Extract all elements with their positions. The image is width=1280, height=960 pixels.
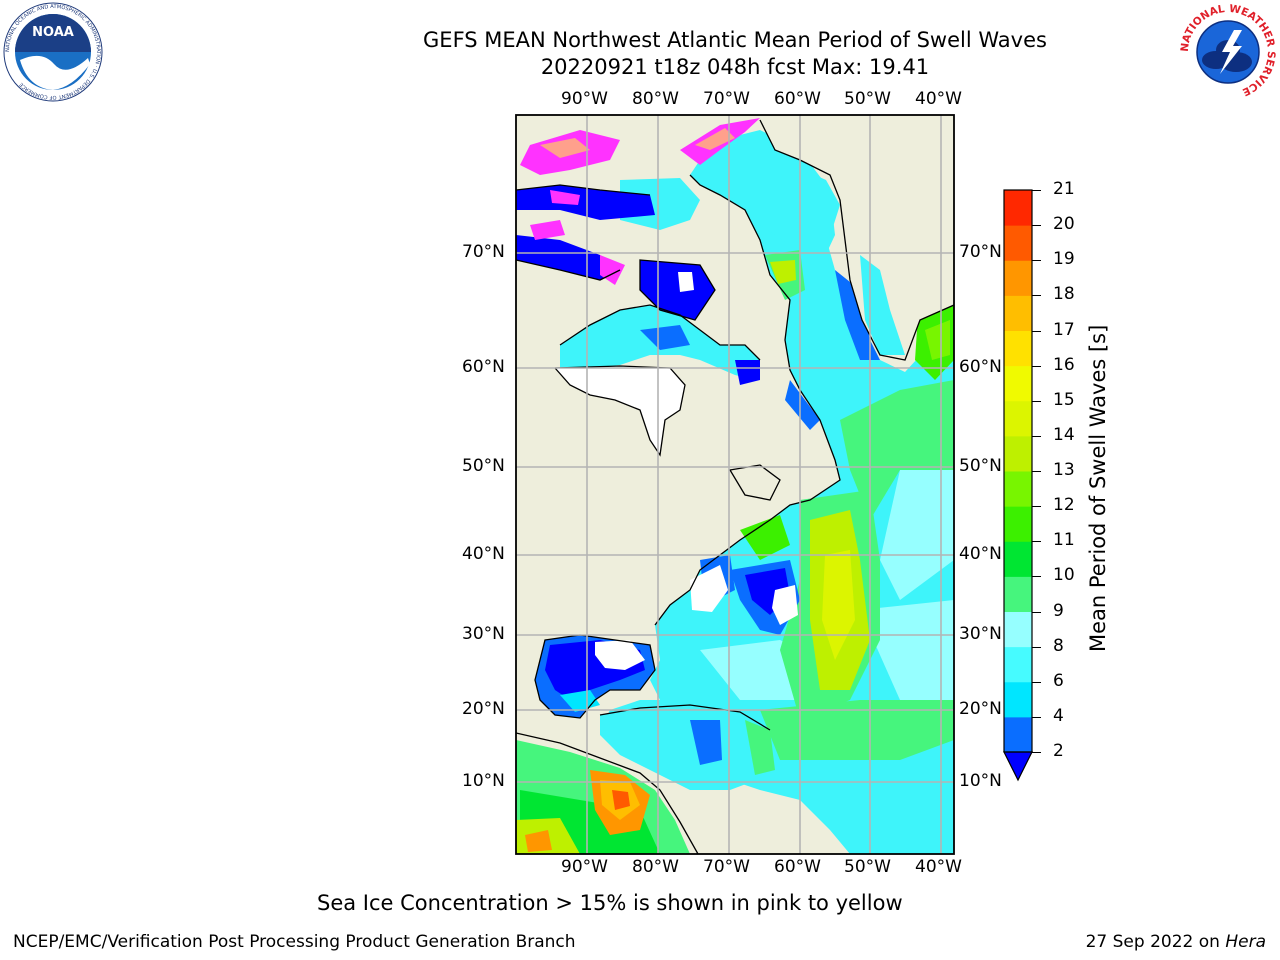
lat-label-right: 70°N [959,242,1002,262]
lat-label-right: 10°N [959,771,1002,791]
colorbar-segment [1004,716,1032,753]
colorbar-tick-mark [1032,225,1041,227]
lat-label-right: 50°N [959,456,1002,476]
noaa-logo-text: NOAA [32,25,74,40]
lon-label-top: 50°W [844,89,891,109]
footer-left: NCEP/EMC/Verification Post Processing Pr… [13,932,576,952]
chart-subtitle: 20220921 t18z 048h fcst Max: 19.41 [540,55,930,79]
lon-label-bottom: 50°W [844,857,891,877]
colorbar-segment [1004,330,1032,367]
graticule [516,115,954,854]
colorbar-tick-mark [1032,611,1041,613]
colorbar-segment [1004,541,1032,577]
lat-label-left: 60°N [462,357,505,377]
lat-label-left: 50°N [462,456,505,476]
colorbar-tick-mark [1032,365,1041,367]
lat-label-right: 20°N [959,699,1002,719]
colorbar-segment [1004,576,1032,612]
lon-label-top: 90°W [561,89,608,109]
colorbar-segment [1004,365,1032,402]
map-frame [515,114,955,855]
lat-label-right: 40°N [959,544,1002,564]
lat-label-left: 40°N [462,544,505,564]
colorbar-segment [1004,506,1032,542]
colorbar-tick-mark [1032,506,1041,508]
lat-label-left: 10°N [462,771,505,791]
colorbar-tick-mark [1032,646,1041,648]
colorbar-tick-mark [1032,260,1041,262]
footer-right: 27 Sep 2022 on Hera [1086,932,1266,952]
colorbar-under-triangle [1003,751,1033,782]
footer-machine: Hera [1225,932,1266,952]
lon-label-bottom: 90°W [561,857,608,877]
colorbar-segment [1004,190,1032,226]
colorbar-tick-mark [1032,295,1041,297]
colorbar-tick-mark [1032,576,1041,578]
lat-label-right: 30°N [959,624,1002,644]
colorbar-tick-label: 20 [1053,214,1075,235]
lon-label-bottom: 70°W [703,857,750,877]
colorbar-segment [1004,225,1032,261]
colorbar-tick-label: 4 [1053,705,1064,726]
colorbar-segment [1004,295,1032,331]
colorbar-tick-label: 13 [1053,460,1075,480]
colorbar-tick-label: 18 [1053,284,1075,305]
colorbar-title: Mean Period of Swell Waves [s] [1086,324,1110,652]
lon-label-top: 80°W [632,89,679,109]
colorbar-segment [1004,646,1032,683]
colorbar-tick-mark [1032,435,1041,437]
colorbar-tick-mark [1032,330,1041,332]
colorbar-tick-label: 2 [1053,741,1064,761]
colorbar-segment [1004,681,1032,718]
colorbar-segment [1004,400,1032,437]
colorbar [1003,189,1033,782]
colorbar-segment [1004,471,1032,507]
colorbar-tick-label: 9 [1053,600,1064,621]
colorbar-tick-label: 12 [1053,495,1075,516]
colorbar-tick-label: 6 [1053,670,1064,691]
colorbar-tick-label: 16 [1053,354,1075,375]
lon-label-bottom: 80°W [632,857,679,877]
sea-ice-caption: Sea Ice Concentration > 15% is shown in … [317,891,903,915]
ocean-caribbean [600,705,770,790]
ocean-atlantic [600,150,954,854]
colorbar-segment [1004,611,1032,648]
colorbar-tick-mark [1032,541,1041,543]
lon-label-bottom: 60°W [774,857,821,877]
colorbar-tick-mark [1032,400,1041,402]
colorbar-tick-label: 14 [1053,424,1075,445]
colorbar-segments [1004,190,1032,753]
colorbar-tick-mark [1032,752,1041,753]
colorbar-tick-label: 21 [1053,179,1075,199]
colorbar-tick-label: 8 [1053,635,1064,656]
lon-label-top: 40°W [915,89,962,109]
colorbar-tick-label: 17 [1053,319,1075,340]
colorbar-tick-label: 11 [1053,530,1075,551]
colorbar-tick-mark [1032,471,1041,472]
lat-label-left: 20°N [462,699,505,719]
colorbar-tick-mark [1032,190,1041,191]
colorbar-tick-label: 10 [1053,565,1075,586]
colorbar-segment [1004,435,1032,472]
lon-label-top: 60°W [774,89,821,109]
colorbar-tick-label: 19 [1053,249,1075,270]
colorbar-segment [1004,260,1032,296]
colorbar-tick-label: 15 [1053,389,1075,410]
colorbar-tick-mark [1032,716,1041,718]
lat-label-left: 70°N [462,242,505,262]
lon-label-top: 70°W [703,89,750,109]
colorbar-tick-mark [1032,681,1041,683]
lat-label-left: 30°N [462,624,505,644]
lat-label-right: 60°N [959,357,1002,377]
noaa-logo: NOAA NATIONAL OCEANIC AND ATMOSPHERIC AD… [3,2,103,102]
chart-title: GEFS MEAN Northwest Atlantic Mean Period… [423,28,1047,52]
footer-date: 27 Sep 2022 on [1085,932,1226,952]
lon-label-bottom: 40°W [915,857,962,877]
nws-logo: NATIONAL WEATHER SERVICE [1179,3,1277,100]
